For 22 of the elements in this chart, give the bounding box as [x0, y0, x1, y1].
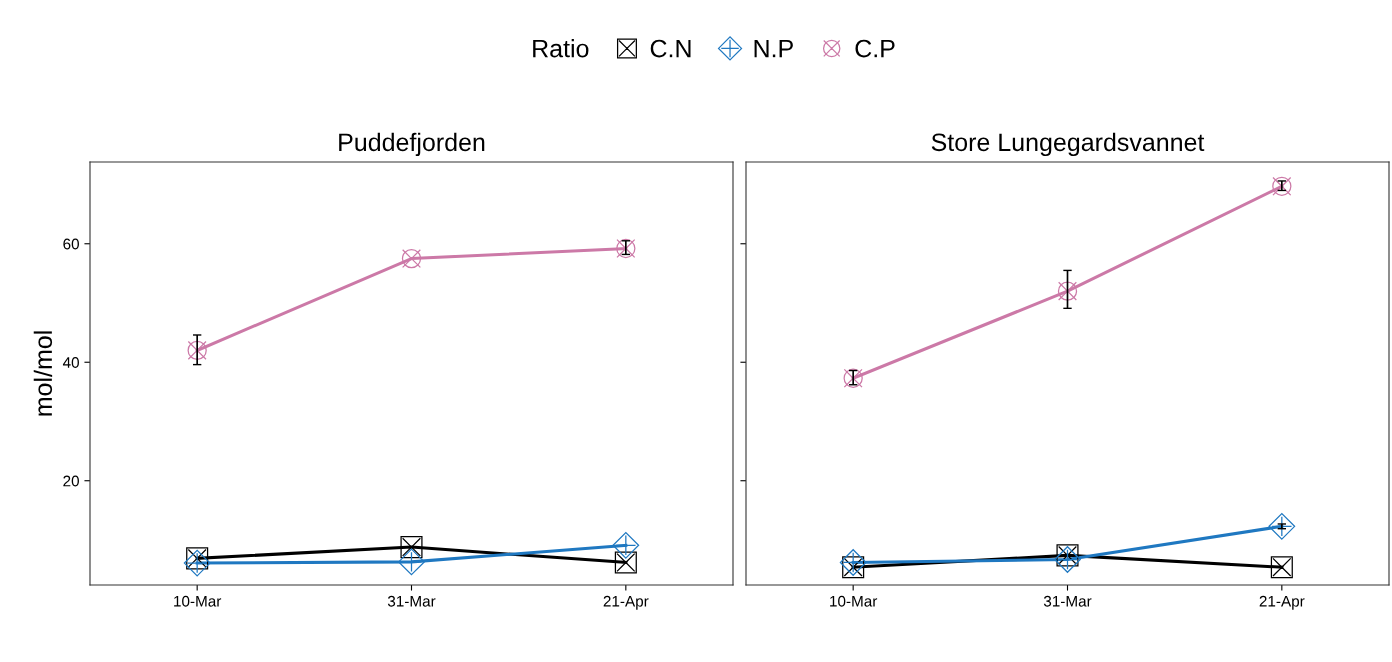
legend-label: N.P: [754, 39, 793, 58]
x-tick-label: 21-Apr: [1259, 595, 1305, 610]
x-tick-label: 10-Mar: [174, 595, 222, 607]
x-tick-label: 31-Mar: [1043, 595, 1092, 607]
point: [398, 548, 425, 576]
point: [612, 531, 640, 559]
y-tick-label: 20: [63, 475, 79, 487]
legend-label: C.P: [855, 39, 895, 58]
legend-title: Ratio: [533, 39, 589, 58]
chart-title: Store Lungegardsvannet: [931, 132, 1205, 157]
x-tick-label: 10-Mar: [830, 595, 878, 607]
point: [1268, 512, 1296, 540]
x-tick-label: 31-Mar: [387, 595, 436, 607]
y-axis-title: mol/mol: [33, 331, 53, 416]
point: [1054, 546, 1081, 573]
point: [183, 549, 211, 577]
point: [839, 549, 867, 576]
x-tick-label: 21-Apr: [603, 595, 649, 610]
legend-label: C.N: [650, 39, 691, 58]
y-tick-label: 40: [62, 357, 79, 368]
chart-title: Puddefjorden: [339, 132, 485, 157]
y-tick-label: 60: [63, 238, 79, 250]
